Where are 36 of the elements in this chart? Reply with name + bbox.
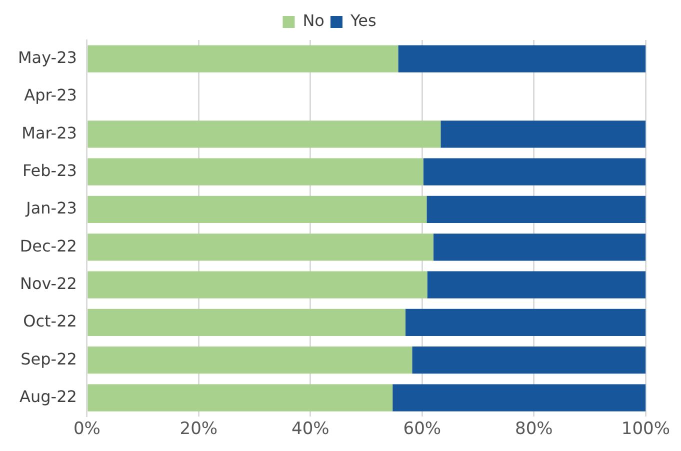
bar [88,271,428,298]
bar [88,308,406,336]
y-tick-label: Feb-23 [22,160,77,180]
y-tick-label: Dec-22 [20,236,77,256]
bar [88,234,434,261]
x-tick-label: 100% [621,419,670,440]
x-tick-label: 40% [292,419,330,440]
x-tick-label: 80% [515,419,553,440]
bar [88,196,427,224]
bar [423,158,646,186]
bar [88,158,424,186]
bar [398,45,646,72]
y-tick-label: Nov-22 [20,274,77,293]
bar [392,384,646,412]
bar [405,308,646,336]
bar [88,384,393,412]
y-tick-label: Mar-23 [22,123,77,142]
bar [88,45,398,72]
y-tick-label: Apr-23 [24,86,77,105]
bar [412,346,646,374]
bar [426,196,646,224]
bar [440,120,646,148]
y-tick-label: May-23 [18,48,77,67]
legend-label: Yes [349,11,376,30]
bar [433,234,646,261]
bar [427,271,646,298]
y-tick-label: Oct-22 [23,312,77,331]
x-tick-label: 60% [403,419,442,440]
x-tick-label: 0% [73,419,100,440]
x-tick-label: 20% [180,419,218,440]
legend-label: No [302,11,324,30]
bar [88,120,441,148]
y-tick-label: Sep-22 [20,349,77,368]
y-tick-label: Jan-23 [25,198,77,218]
bar [88,346,412,374]
y-tick-label: Aug-22 [20,386,77,406]
